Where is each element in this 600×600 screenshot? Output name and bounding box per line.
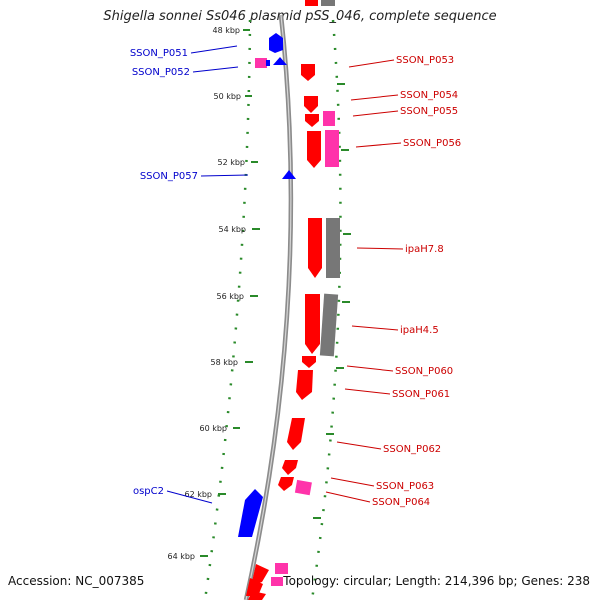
gene-arrow xyxy=(269,33,283,53)
gene-arrow xyxy=(305,114,319,127)
pink-features xyxy=(271,111,339,586)
gene-label: SSON_P061 xyxy=(392,389,450,400)
right-connectors xyxy=(325,59,404,503)
gene-arrow xyxy=(296,370,313,400)
gene-box xyxy=(321,0,335,6)
scale-label: 62 kbp xyxy=(184,490,212,499)
gene-arrow xyxy=(302,356,316,368)
gene-box xyxy=(323,111,335,126)
gene-arrow xyxy=(251,564,269,586)
scale-label: 54 kbp xyxy=(218,225,246,234)
gene-arrow xyxy=(238,489,263,537)
gene-label: SSON_P063 xyxy=(376,481,434,492)
outer-ticks xyxy=(313,83,351,519)
accession-label: Accession: NC_007385 xyxy=(8,574,145,588)
gene-arrow xyxy=(301,64,315,81)
scale-ticks xyxy=(200,29,260,557)
gene-arrow xyxy=(248,591,266,600)
scale-label: 48 kbp xyxy=(212,26,240,35)
gene-arrow xyxy=(246,578,263,596)
gene-arrow xyxy=(273,57,287,65)
gene-box xyxy=(326,218,340,278)
map-title: Shigella sonnei Ss046 plasmid pSS_046, c… xyxy=(103,9,497,24)
grey-features xyxy=(319,0,340,357)
gene-label: SSON_P056 xyxy=(403,138,461,149)
scale-label: 56 kbp xyxy=(216,292,244,301)
gene-arrow xyxy=(305,0,318,6)
gene-label: SSON_P062 xyxy=(383,444,441,455)
scale-label: 50 kbp xyxy=(213,92,241,101)
gene-box xyxy=(325,130,339,167)
other-features-left xyxy=(255,58,267,68)
gene-box xyxy=(255,58,267,68)
gene-arrow xyxy=(282,170,296,179)
reverse-features xyxy=(246,0,322,600)
gene-label: SSON_P051 xyxy=(130,48,188,59)
gene-arrow xyxy=(305,294,320,354)
gene-arrow xyxy=(307,131,321,168)
gene-label: SSON_P052 xyxy=(132,67,190,78)
left-connectors xyxy=(166,45,249,504)
scale-label: 58 kbp xyxy=(210,358,238,367)
gene-label: SSON_P060 xyxy=(395,366,453,377)
scale-label: 60 kbp xyxy=(199,424,227,433)
gene-label: ipaH7.8 xyxy=(405,244,444,255)
gene-label: SSON_P064 xyxy=(372,497,430,508)
forward-features xyxy=(238,33,296,537)
gene-label: SSON_P057 xyxy=(140,171,198,182)
gene-box xyxy=(271,577,283,586)
gene-label: ipaH4.5 xyxy=(400,325,439,336)
gene-arrow xyxy=(282,460,298,475)
gene-label: SSON_P053 xyxy=(396,55,454,66)
gene-arrow xyxy=(287,418,305,450)
scale-label: 52 kbp xyxy=(217,158,245,167)
scale-label: 64 kbp xyxy=(167,552,195,561)
gene-label: SSON_P055 xyxy=(400,106,458,117)
gene-label: ospC2 xyxy=(133,486,164,497)
gene-arrow xyxy=(304,96,318,113)
gene-box xyxy=(275,563,288,574)
gene-box xyxy=(294,479,312,496)
gene-label: SSON_P054 xyxy=(400,90,458,101)
gene-arrow xyxy=(308,218,322,278)
gene-box xyxy=(266,60,270,66)
gene-box xyxy=(319,293,339,357)
topology-label: Topology: circular; Length: 214,396 bp; … xyxy=(283,574,590,588)
gene-arrow xyxy=(278,477,294,491)
